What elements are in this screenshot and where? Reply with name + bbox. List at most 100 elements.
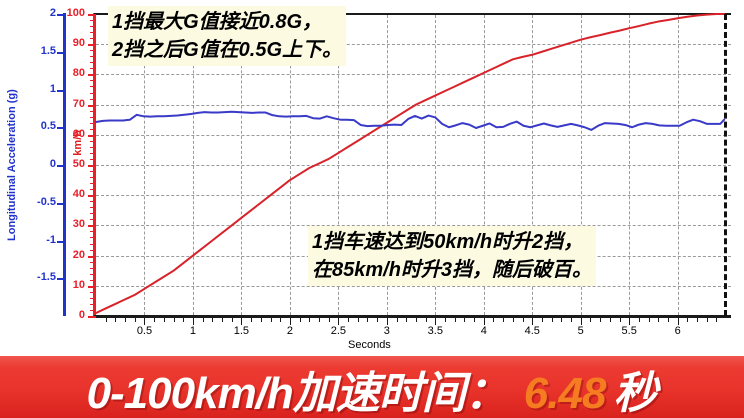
x-axis-minor-tick (173, 318, 175, 322)
x-axis-minor-tick (222, 318, 224, 322)
x-axis-tick (241, 318, 243, 325)
x-axis-minor-tick (357, 318, 359, 322)
x-axis-minor-tick (561, 318, 563, 322)
x-axis-minor-tick (348, 318, 350, 322)
x-axis-tick-label: 4 (480, 325, 487, 337)
x-axis-minor-tick (512, 318, 514, 322)
result-banner: 0-100km/h加速时间： 6.48 秒 (0, 356, 744, 418)
speed-axis-tick-label: 10 (72, 278, 85, 291)
x-axis-tick-label: 0.5 (136, 325, 153, 337)
speed-axis-minor-tick (90, 140, 95, 142)
marker-line-100kmh-reached (724, 14, 728, 316)
banner-value: 6.48 (523, 369, 607, 418)
speed-axis-minor-tick (90, 183, 95, 185)
x-axis-tick-label: 3 (383, 325, 390, 337)
speed-axis-tick-label: 50 (72, 158, 85, 170)
x-axis-minor-tick (454, 318, 456, 322)
speed-axis-minor-tick (90, 243, 95, 245)
x-axis-minor-tick (125, 318, 127, 322)
x-axis-tick-label: 5.5 (621, 325, 637, 337)
speed-axis-minor-tick (90, 201, 95, 203)
chart-curves (95, 13, 726, 314)
x-axis-minor-tick (396, 318, 398, 322)
left-axis-tick-label: 2 (49, 7, 56, 19)
speed-axis-minor-tick (90, 297, 95, 299)
speed-axis-minor-tick (90, 261, 95, 263)
speed-axis-minor-tick (90, 171, 95, 173)
annotation-top-line2: 2挡之后G值在0.5G上下。 (112, 39, 343, 61)
x-axis-minor-tick (280, 318, 282, 322)
speed-axis-minor-tick (90, 273, 95, 275)
speed-axis-minor-tick (90, 267, 95, 269)
x-axis-tick (629, 318, 631, 325)
speed-axis-minor-tick (90, 86, 95, 88)
x-axis-tick-label: 1.5 (233, 325, 250, 337)
x-axis-minor-tick (571, 318, 573, 322)
speed-axis-tick-label: 30 (72, 218, 85, 231)
speed-axis-tick-label: 60 (72, 127, 85, 140)
x-axis-minor-tick (134, 318, 136, 322)
speed-axis-tick (88, 14, 96, 16)
banner-label: 0-100km/h加速时间： (86, 369, 509, 418)
x-axis-minor-tick (697, 318, 699, 322)
x-axis-minor-tick (115, 318, 117, 322)
left-axis-tick-label: 0.5 (40, 120, 56, 133)
speed-axis-minor-tick (90, 128, 95, 130)
x-axis-minor-tick (445, 318, 446, 322)
speed-axis-minor-tick (90, 279, 95, 281)
speed-axis-minor-tick (90, 26, 95, 28)
x-axis-minor-tick (609, 318, 611, 322)
x-axis-minor-tick (415, 318, 417, 322)
x-axis-minor-tick (105, 318, 107, 322)
x-axis-tick-label: 2 (286, 325, 293, 337)
x-axis-minor-tick (493, 318, 495, 322)
left-axis-tick (57, 165, 64, 167)
x-axis-minor-tick (163, 318, 165, 322)
speed-axis-tick-label: 40 (72, 188, 85, 201)
x-axis-tick-label: 3.5 (427, 325, 443, 337)
speed-axis-minor-tick (90, 213, 95, 215)
speed-axis-tick (88, 74, 96, 77)
x-axis-tick (289, 318, 291, 325)
speed-axis-minor-tick (90, 303, 95, 305)
speed-axis-minor-tick (90, 189, 95, 191)
x-axis-minor-tick (658, 318, 660, 322)
x-axis-minor-tick (231, 318, 233, 322)
annotation-bottom-line2: 在85km/h时升3挡，随后破百。 (312, 259, 593, 281)
x-axis-tick (386, 318, 388, 325)
annotation-bottom-line1: 1挡车速达到50km/h时升2挡， (312, 231, 584, 253)
x-axis-minor-tick (600, 318, 602, 322)
speed-axis-tick (88, 195, 96, 198)
x-axis-tick (338, 318, 340, 325)
left-axis-tick-label: -0.5 (37, 195, 56, 208)
x-axis-minor-tick (318, 318, 320, 322)
gridline-horizontal (96, 195, 731, 197)
left-axis-tick-label: 0 (49, 158, 56, 170)
x-axis-minor-tick (619, 318, 621, 322)
x-axis-minor-tick (503, 318, 505, 322)
left-axis-tick (57, 278, 64, 281)
plot-top-border (94, 13, 731, 15)
speed-axis-minor-tick (90, 177, 95, 179)
x-axis-minor-tick (406, 318, 408, 322)
speed-axis-minor-tick (90, 231, 95, 233)
gridline-horizontal (96, 134, 731, 136)
speed-axis-minor-tick (90, 38, 95, 40)
speed-axis-minor-tick (90, 56, 95, 58)
x-axis-tick (144, 318, 146, 325)
left-axis-tick (57, 89, 64, 92)
x-axis-minor-tick (590, 318, 592, 322)
acceleration-chart: Longitudinal Acceleration (g) km/h 2 1.5 1… (6, 6, 731, 351)
annotation-top-line1: 1挡最大G值接近0.8G， (112, 11, 323, 33)
speed-axis-tick-label: 80 (72, 67, 85, 80)
x-axis-minor-tick (202, 318, 204, 322)
left-axis-tick (57, 240, 64, 243)
gridline-horizontal (96, 285, 731, 287)
speed-axis-tick (88, 285, 96, 288)
banner-unit: 秒 (613, 369, 658, 418)
gridline-horizontal (96, 225, 731, 227)
x-axis-minor-tick (687, 318, 689, 322)
x-axis-minor-tick (212, 318, 214, 322)
x-axis-minor-tick (309, 318, 311, 322)
